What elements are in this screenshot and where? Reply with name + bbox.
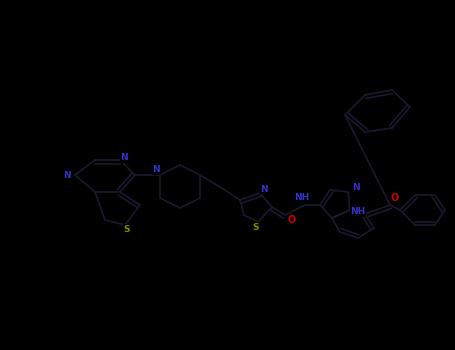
Text: NH: NH (294, 194, 309, 203)
Text: O: O (288, 215, 296, 225)
Text: S: S (253, 223, 259, 231)
Text: N: N (352, 183, 360, 192)
Text: S: S (124, 224, 130, 233)
Text: O: O (391, 193, 399, 203)
Text: N: N (63, 170, 71, 180)
Text: N: N (152, 166, 160, 175)
Text: N: N (120, 154, 128, 162)
Text: N: N (260, 184, 268, 194)
Text: NH: NH (350, 208, 366, 217)
